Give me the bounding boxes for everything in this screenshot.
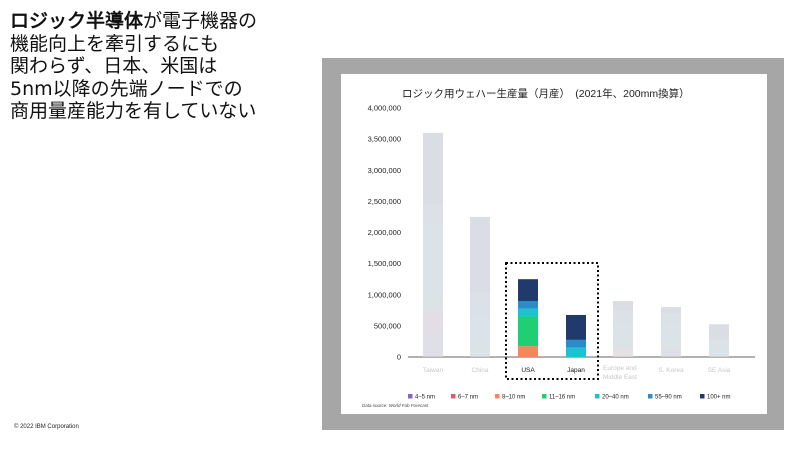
bar-segment (566, 339, 586, 348)
bar-segment-muted-overlay (613, 347, 633, 357)
bar-segment-muted-overlay (661, 325, 681, 342)
bars (423, 132, 729, 380)
y-tick-label: 1,000,000 (368, 290, 401, 299)
bar-segment (518, 308, 538, 317)
headline-line-1: ロジック半導体が電子機器の (10, 10, 257, 32)
legend-label: 6–7 nm (458, 395, 478, 401)
legend-swatch (595, 394, 600, 399)
bar-segment-muted-overlay (423, 204, 443, 224)
y-tick-label: 0 (397, 353, 401, 362)
chart-title: ロジック用ウェハー生産量（月産） (2021年、200mm換算） (402, 87, 690, 100)
x-axis: Taiwan China USA Japan Europe and Middle East… (423, 365, 731, 381)
bar-segment-muted-overlay (470, 291, 490, 317)
bar-segment (518, 316, 538, 347)
y-tick-label: 4,000,000 (368, 104, 401, 113)
copyright: © 2022 IBM Corporation (14, 424, 79, 430)
bar-segment-muted-overlay (661, 341, 681, 348)
bar-segment-muted-overlay (613, 325, 633, 342)
bar-segment-muted-overlay (470, 347, 490, 357)
bar-segment-muted-overlay (709, 324, 729, 340)
bar-segment-muted-overlay (613, 310, 633, 326)
bar-segment-muted-overlay (661, 313, 681, 326)
y-tick-label: 500,000 (374, 321, 401, 330)
bar-segment (566, 347, 586, 357)
legend-swatch (648, 394, 653, 399)
legend-swatch (542, 394, 547, 399)
y-tick-label: 2,500,000 (368, 197, 401, 206)
legend-swatch (700, 394, 705, 399)
bar-segment-muted-overlay (470, 316, 490, 348)
headline: ロジック半導体が電子機器の 機能向上を牽引するにも 関わらず、日本、米国は 5n… (10, 10, 310, 123)
bar-segment-muted-overlay (470, 216, 490, 292)
bar-segment-muted-overlay (423, 223, 443, 295)
legend: 4–5 nm 6–7 nm 8–10 nm 11–16 nm 20–40 nm 55–90… (408, 394, 731, 401)
y-axis: 0 500,000 1,000,000 1,500,000 2,000,000 2,500… (368, 104, 755, 362)
x-tick-label: Taiwan (423, 367, 444, 374)
legend-label: 4–5 nm (415, 395, 435, 401)
highlight-box (505, 262, 599, 380)
bar-segment-muted-overlay (661, 307, 681, 314)
headline-line-5: 商用量産能力を有していない (10, 100, 257, 122)
x-tick-label: S. Korea (658, 367, 684, 374)
legend-label: 100+ nm (707, 395, 731, 401)
bar-segment-muted-overlay (613, 300, 633, 311)
bar-segment-muted-overlay (423, 132, 443, 205)
y-tick-label: 1,500,000 (368, 259, 401, 268)
legend-label: 55–90 nm (655, 395, 682, 401)
headline-bold: ロジック半導体 (10, 10, 144, 32)
y-tick-label: 2,000,000 (368, 228, 401, 237)
bar-segment-muted-overlay (423, 294, 443, 311)
legend-label: 20–40 nm (602, 395, 629, 401)
y-tick-label: 3,000,000 (368, 166, 401, 175)
legend-swatch (451, 394, 456, 399)
x-tick-label: China (472, 367, 489, 374)
headline-rest: が電子機器の (143, 10, 258, 32)
bar-segment-muted-overlay (661, 347, 681, 357)
headline-line-2: 機能向上を牽引するにも (10, 32, 220, 55)
data-source: Data source: World Fab Forecast (362, 403, 429, 408)
bar-segment (518, 346, 538, 357)
headline-line-4: 5nm以降の先端ノードでの (10, 77, 243, 100)
legend-label: 11–16 nm (549, 395, 575, 401)
x-tick-label: USA (521, 367, 535, 374)
bar-segment-muted-overlay (613, 341, 633, 348)
bar-segment (566, 314, 586, 340)
x-tick-label: SE Asia (708, 367, 731, 374)
legend-swatch (408, 394, 413, 399)
bar-segment (518, 300, 538, 309)
legend-swatch (495, 394, 500, 399)
bar-segment-muted-overlay (423, 335, 443, 357)
x-tick-label: Europe and Middle East (603, 365, 637, 381)
x-tick-label: Japan (567, 367, 585, 374)
bar-segment-muted-overlay (423, 310, 443, 336)
legend-label: 8–10 nm (502, 395, 525, 401)
y-tick-label: 3,500,000 (368, 135, 401, 144)
bar-segment (518, 279, 538, 301)
bar-segment-muted-overlay (709, 339, 729, 357)
headline-line-3: 関わらず、日本、米国は (10, 55, 218, 77)
